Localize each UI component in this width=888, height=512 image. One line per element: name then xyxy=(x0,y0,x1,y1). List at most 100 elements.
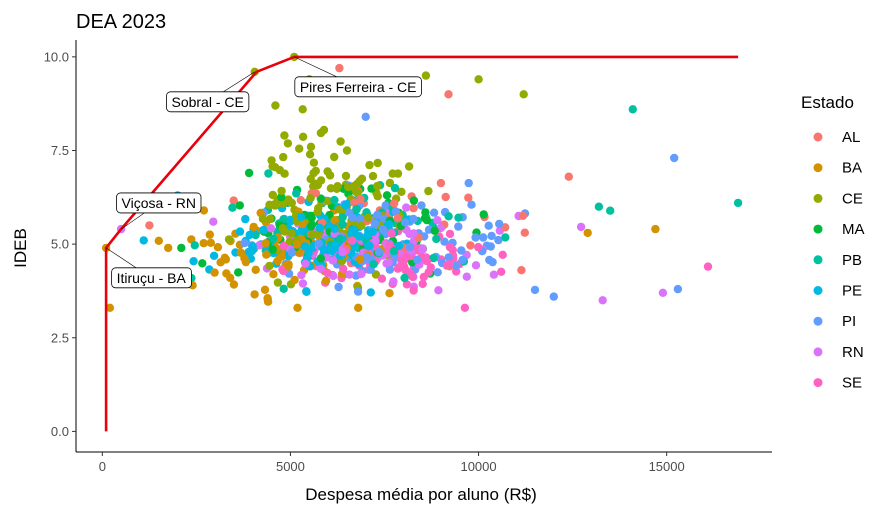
data-point-pb xyxy=(628,105,637,114)
data-point-se xyxy=(426,263,435,272)
data-point-ce xyxy=(404,162,414,171)
legend-item-al: AL xyxy=(813,129,860,146)
legend-swatch xyxy=(813,255,823,265)
data-point-pi xyxy=(356,215,365,224)
data-point-ce xyxy=(357,221,366,230)
data-point-ma xyxy=(382,191,392,200)
data-point-ce xyxy=(364,213,373,223)
data-point-ma xyxy=(177,243,186,253)
data-point-pi xyxy=(240,238,249,248)
data-point-rn xyxy=(316,264,325,273)
data-point-se xyxy=(418,279,427,289)
data-point-rn xyxy=(418,245,427,254)
data-point-ce xyxy=(283,139,293,148)
data-point-ba xyxy=(355,255,365,264)
data-point-ba xyxy=(583,228,592,238)
annotation-box xyxy=(116,192,202,214)
data-point-ce xyxy=(224,235,234,244)
data-point-ba xyxy=(284,260,293,269)
data-point-ce xyxy=(306,194,315,203)
legend-title: Estado xyxy=(801,93,854,112)
data-point-ba xyxy=(269,270,278,279)
data-point-pb xyxy=(330,195,339,205)
data-point-rn xyxy=(297,270,306,280)
data-point-al xyxy=(409,204,418,213)
data-point-ce xyxy=(279,199,288,209)
y-tick-label: 10.0 xyxy=(44,49,69,64)
annotation-label: Viçosa - RN xyxy=(116,192,202,214)
data-point-pb xyxy=(429,253,438,263)
data-point-ma xyxy=(409,196,419,205)
data-point-pe xyxy=(248,242,257,251)
data-point-pe xyxy=(302,287,311,296)
x-tick-label: 15000 xyxy=(649,459,685,474)
legend-label: CE xyxy=(842,190,863,207)
data-point-ce xyxy=(285,237,294,247)
data-point-rn xyxy=(298,279,308,288)
data-point-pb xyxy=(390,183,400,193)
data-point-ce xyxy=(341,171,351,181)
data-point-rn xyxy=(598,296,607,305)
x-tick-label: 5000 xyxy=(276,459,305,474)
legend-swatch xyxy=(813,347,823,357)
data-point-pe xyxy=(139,236,148,245)
data-point-pi xyxy=(345,208,354,217)
data-point-se xyxy=(323,268,332,278)
data-point-pi xyxy=(401,218,410,227)
data-point-pi xyxy=(378,225,387,234)
data-point-ce xyxy=(330,152,339,162)
data-point-ba xyxy=(236,248,246,257)
data-point-se xyxy=(279,241,288,251)
legend-label: RN xyxy=(842,344,864,361)
chart-title: DEA 2023 xyxy=(76,11,166,33)
annotation-box xyxy=(166,91,250,113)
data-point-ba xyxy=(206,238,215,247)
data-point-pe xyxy=(296,212,306,222)
point-annotations: Sobral - CE Pires Ferreira - CE Viçosa - R… xyxy=(105,56,422,289)
data-point-ma xyxy=(316,254,326,263)
data-point-ce xyxy=(250,67,259,77)
data-point-rn xyxy=(371,236,380,245)
data-point-pe xyxy=(286,217,295,226)
data-point-ce xyxy=(287,229,296,238)
data-point-al xyxy=(356,194,365,204)
legend-label: PI xyxy=(842,313,856,330)
y-tick-label: 2.5 xyxy=(51,330,69,345)
data-point-ma xyxy=(268,245,277,254)
data-point-ba xyxy=(330,216,339,225)
data-point-pi xyxy=(409,214,418,224)
data-point-rn xyxy=(471,261,481,270)
data-point-pb xyxy=(264,169,273,178)
data-point-ce xyxy=(313,207,322,216)
data-point-pi xyxy=(670,153,679,163)
data-point-ce xyxy=(277,186,286,196)
data-point-ce xyxy=(319,125,329,135)
data-point-pe xyxy=(189,257,198,266)
annotation-text: Itiruçu - BA xyxy=(117,270,187,286)
data-point-ce xyxy=(309,158,319,167)
x-tick-label: 10000 xyxy=(460,459,496,474)
data-point-ce xyxy=(279,152,288,162)
data-point-ma xyxy=(277,192,286,202)
data-point-ba xyxy=(251,265,260,274)
data-point-pe xyxy=(304,248,313,258)
data-point-pi xyxy=(494,235,503,245)
annotation-text: Viçosa - RN xyxy=(122,195,196,211)
data-point-al xyxy=(229,196,238,205)
data-point-pe xyxy=(235,227,245,236)
data-point-pb xyxy=(352,204,361,214)
data-point-rn xyxy=(489,270,499,279)
data-point-pi xyxy=(487,231,496,241)
data-point-se xyxy=(703,262,713,271)
data-point-pi xyxy=(495,219,504,229)
data-point-ce xyxy=(305,150,315,159)
data-point-al xyxy=(390,199,399,208)
legend-item-pe: PE xyxy=(813,283,862,300)
data-point-ce xyxy=(280,227,289,236)
data-point-se xyxy=(498,250,507,259)
data-point-al xyxy=(466,241,475,250)
legend-label: PE xyxy=(842,283,862,300)
data-point-al xyxy=(518,211,528,220)
y-tick-label: 5.0 xyxy=(51,237,69,252)
legend-item-se: SE xyxy=(813,375,862,392)
